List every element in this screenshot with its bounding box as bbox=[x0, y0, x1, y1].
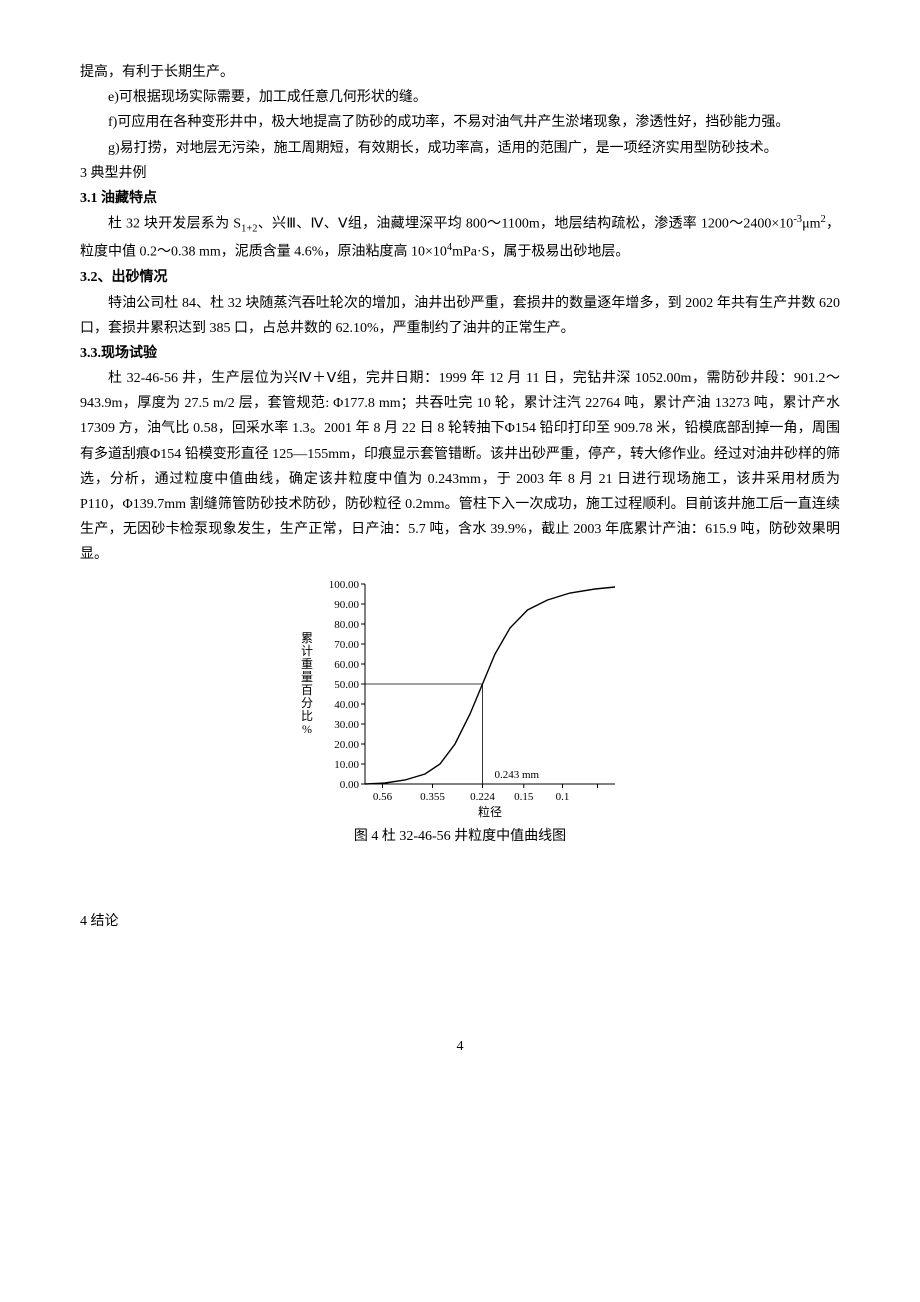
page-number: 4 bbox=[80, 1034, 840, 1059]
paragraph: 提高，有利于长期生产。 bbox=[80, 60, 840, 85]
subsection-heading: 3.1 油藏特点 bbox=[80, 186, 840, 211]
svg-text:粒径: 粒径 bbox=[478, 804, 502, 819]
svg-text:0.15: 0.15 bbox=[514, 791, 534, 803]
svg-text:累: 累 bbox=[301, 631, 313, 645]
svg-text:90.00: 90.00 bbox=[334, 599, 359, 611]
svg-text:量: 量 bbox=[301, 670, 313, 684]
svg-text:比: 比 bbox=[301, 709, 313, 723]
svg-text:40.00: 40.00 bbox=[334, 699, 359, 711]
section-heading: 4 结论 bbox=[80, 909, 840, 934]
paragraph: g)易打捞，对地层无污染，施工周期短，有效期长，成功率高，适用的范围广，是一项经… bbox=[80, 136, 840, 161]
svg-text:0.1: 0.1 bbox=[556, 791, 570, 803]
paragraph: 杜 32-46-56 井，生产层位为兴Ⅳ＋Ⅴ组，完井日期：1999 年 12 月… bbox=[80, 366, 840, 568]
svg-text:30.00: 30.00 bbox=[334, 719, 359, 731]
svg-text:0.00: 0.00 bbox=[340, 779, 360, 791]
svg-text:0.224: 0.224 bbox=[470, 791, 495, 803]
figure-4: 0.00 10.00 20.00 30.00 40.00 50.00 60.00 70.00 8… bbox=[80, 574, 840, 849]
paragraph: e)可根据现场实际需要，加工成任意几何形状的缝。 bbox=[80, 85, 840, 110]
svg-text:0.56: 0.56 bbox=[373, 791, 393, 803]
svg-text:%: % bbox=[302, 722, 312, 736]
svg-text:0.355: 0.355 bbox=[420, 791, 445, 803]
svg-text:100.00: 100.00 bbox=[329, 579, 360, 591]
svg-text:70.00: 70.00 bbox=[334, 639, 359, 651]
svg-text:20.00: 20.00 bbox=[334, 739, 359, 751]
paragraph: 杜 32 块开发层系为 S1+2、兴Ⅲ、Ⅳ、Ⅴ组，油藏埋深平均 800～1100… bbox=[80, 211, 840, 265]
paragraph: f)可应用在各种变形井中，极大地提高了防砂的成功率，不易对油气井产生淤堵现象，渗… bbox=[80, 110, 840, 135]
section-heading: 3 典型井例 bbox=[80, 161, 840, 186]
svg-text:60.00: 60.00 bbox=[334, 659, 359, 671]
svg-text:0.243 mm: 0.243 mm bbox=[495, 769, 540, 781]
subsection-heading: 3.2、出砂情况 bbox=[80, 265, 840, 290]
subsection-heading: 3.3.现场试验 bbox=[80, 341, 840, 366]
svg-text:分: 分 bbox=[301, 696, 313, 710]
svg-text:百: 百 bbox=[301, 683, 313, 697]
svg-text:50.00: 50.00 bbox=[334, 679, 359, 691]
figure-caption: 图 4 杜 32-46-56 井粒度中值曲线图 bbox=[354, 824, 566, 849]
svg-text:80.00: 80.00 bbox=[334, 619, 359, 631]
svg-text:计: 计 bbox=[301, 644, 313, 658]
paragraph: 特油公司杜 84、杜 32 块随蒸汽吞吐轮次的增加，油井出砂严重，套损井的数量逐… bbox=[80, 291, 840, 341]
svg-text:10.00: 10.00 bbox=[334, 759, 359, 771]
grain-size-curve-chart: 0.00 10.00 20.00 30.00 40.00 50.00 60.00 70.00 8… bbox=[295, 574, 625, 820]
svg-text:重: 重 bbox=[301, 657, 313, 671]
